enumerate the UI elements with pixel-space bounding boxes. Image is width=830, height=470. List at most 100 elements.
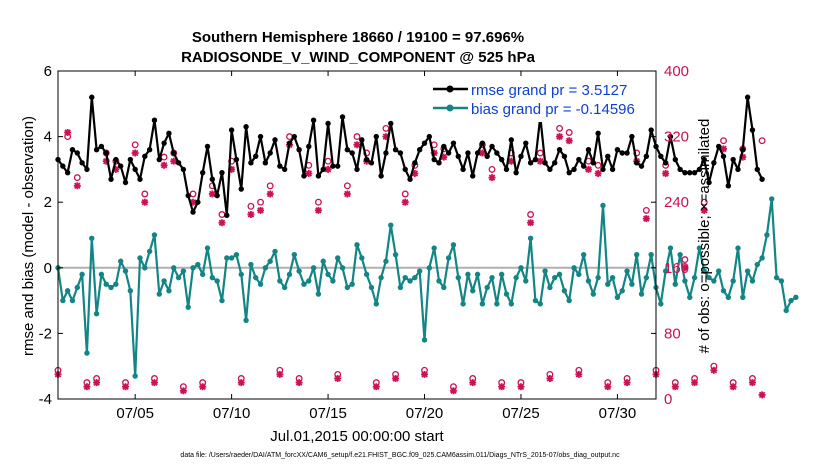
bias-point bbox=[64, 288, 71, 294]
rmse-point bbox=[441, 143, 447, 150]
bias-point bbox=[108, 284, 114, 291]
rmse-point bbox=[392, 147, 399, 153]
bias-point bbox=[691, 274, 698, 281]
bias-point bbox=[392, 251, 399, 258]
rmse-point bbox=[600, 166, 606, 173]
obs-assimilated-point bbox=[604, 383, 612, 391]
obs-assimilated-point bbox=[295, 379, 303, 387]
obs-assimilated-point bbox=[131, 149, 139, 157]
obs-assimilated-stroke bbox=[151, 379, 158, 386]
y-axis-right-label: # of obs: o=possible; ×=assimilated bbox=[696, 119, 713, 354]
obs-assimilated-stroke bbox=[758, 391, 766, 399]
rmse-point bbox=[527, 160, 534, 166]
bias-point bbox=[185, 304, 191, 310]
obs-assimilated-stroke bbox=[594, 170, 602, 177]
y-axis-label: rmse and bias (model - observation) bbox=[20, 116, 37, 356]
bias-point bbox=[262, 265, 269, 271]
obs-assimilated-stroke bbox=[710, 367, 718, 374]
bias-point bbox=[696, 245, 703, 251]
x-tick-label: 07/20 bbox=[406, 405, 444, 422]
bias-point bbox=[180, 268, 187, 274]
rmse-point bbox=[175, 160, 182, 166]
rmse-point bbox=[142, 153, 148, 159]
rmse-point bbox=[363, 156, 370, 163]
rmse-point bbox=[426, 133, 433, 140]
bias-point bbox=[315, 291, 322, 297]
bias-point bbox=[552, 274, 558, 281]
rmse-point bbox=[151, 117, 158, 123]
obs-assimilated-stroke bbox=[334, 375, 341, 382]
x-axis-label: Jul.01,2015 00:00:00 start bbox=[270, 428, 444, 445]
obs-assimilated-point bbox=[449, 387, 457, 395]
y-tick-label: -2 bbox=[39, 325, 52, 342]
bias-point bbox=[277, 278, 283, 284]
bias-point bbox=[330, 278, 336, 284]
rmse-point bbox=[69, 147, 76, 153]
rmse-point bbox=[489, 143, 495, 150]
obs-assimilated-point bbox=[122, 383, 130, 391]
rmse-point bbox=[224, 212, 230, 219]
bias-point bbox=[489, 274, 495, 281]
bias-point bbox=[286, 271, 293, 278]
obs-assimilated-point bbox=[662, 170, 670, 177]
obs-assimilated-stroke bbox=[382, 133, 390, 140]
obs-assimilated-point bbox=[710, 366, 718, 374]
rmse-point bbox=[735, 166, 741, 173]
rmse-point bbox=[257, 133, 264, 140]
obs-assimilated-point bbox=[334, 375, 342, 382]
bias-point bbox=[465, 271, 471, 278]
legend-bias-label: bias grand pr = -0.14596 bbox=[471, 101, 635, 118]
y-right-tick-label: 0 bbox=[664, 391, 672, 408]
rmse-point bbox=[137, 176, 143, 182]
rmse-point bbox=[484, 153, 490, 159]
bias-point bbox=[764, 232, 770, 238]
obs-assimilated-stroke bbox=[237, 379, 245, 386]
bias-point bbox=[233, 251, 240, 258]
obs-assimilated-stroke bbox=[170, 157, 178, 165]
bias-point bbox=[306, 278, 312, 284]
obs-assimilated-stroke bbox=[749, 379, 756, 386]
bias-point bbox=[431, 245, 437, 251]
obs-assimilated-stroke bbox=[623, 379, 631, 386]
y-tick-label: 4 bbox=[44, 129, 52, 146]
obs-assimilated-point bbox=[314, 206, 322, 214]
bias-point bbox=[769, 196, 775, 202]
bias-point bbox=[730, 278, 736, 284]
rmse-point bbox=[156, 156, 162, 163]
bias-point bbox=[614, 294, 621, 301]
rmse-point bbox=[561, 153, 568, 159]
bias-point bbox=[773, 274, 780, 281]
obs-possible-point bbox=[247, 202, 255, 210]
obs-assimilated-point bbox=[565, 137, 573, 145]
rmse-point bbox=[450, 140, 457, 146]
bias-line bbox=[56, 197, 797, 378]
rmse-point bbox=[185, 192, 191, 199]
rmse-point bbox=[547, 166, 553, 173]
rmse-point bbox=[715, 143, 722, 150]
rmse-point bbox=[576, 156, 582, 163]
x-tick-label: 07/30 bbox=[599, 405, 637, 422]
rmse-point bbox=[691, 169, 698, 176]
bias-point bbox=[662, 268, 669, 274]
rmse-point bbox=[513, 169, 519, 176]
rmse-point bbox=[84, 166, 90, 173]
bias-point bbox=[214, 278, 220, 284]
obs-possible-point bbox=[556, 124, 563, 132]
bias-point bbox=[142, 265, 148, 271]
bias-point bbox=[609, 274, 616, 281]
x-tick-label: 07/15 bbox=[309, 405, 347, 422]
obs-assimilated-stroke bbox=[324, 166, 332, 173]
obs-assimilated-point bbox=[546, 375, 554, 382]
obs-assimilated-point bbox=[199, 383, 207, 391]
obs-assimilated-stroke bbox=[344, 190, 351, 198]
bias-point bbox=[508, 301, 515, 307]
rmse-point bbox=[744, 94, 751, 100]
obs-assimilated-stroke bbox=[131, 149, 139, 157]
obs-assimilated-point bbox=[469, 379, 477, 387]
bias-point bbox=[296, 268, 302, 274]
bias-point bbox=[788, 297, 794, 304]
obs-assimilated-stroke bbox=[93, 379, 100, 386]
rmse-point bbox=[248, 160, 254, 166]
rmse-point bbox=[204, 143, 211, 150]
rmse-point bbox=[122, 179, 129, 186]
